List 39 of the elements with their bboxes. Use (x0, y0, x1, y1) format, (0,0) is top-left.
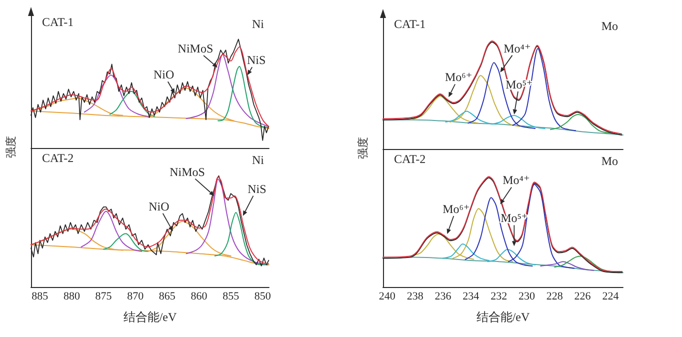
x-tick-label: 234 (462, 290, 480, 302)
annotation: NiO (148, 199, 170, 214)
x-tick-label: 232 (490, 290, 508, 302)
annotation: NiMoS (178, 41, 214, 56)
annotation: Mo⁶⁺ (442, 202, 470, 216)
x-tick-label: 236 (434, 290, 452, 302)
x-tick-label: 880 (63, 290, 80, 302)
x-tick-label: 226 (574, 290, 592, 302)
annotation: Mo⁴⁺ (502, 173, 530, 188)
x-tick-label: 870 (127, 290, 144, 302)
x-tick-label: 855 (222, 290, 240, 302)
x-tick-label: 240 (378, 290, 396, 302)
annotation: Mo⁴⁺ (504, 41, 531, 56)
y-axis-title: 强度 (4, 136, 18, 158)
x-axis-title: 结合能/eV (123, 310, 177, 324)
x-tick-label: 875 (95, 290, 112, 302)
annotation: Mo⁶⁺ (444, 70, 472, 84)
chart-subtitle: Mo (601, 154, 618, 168)
y-axis-title: 强度 (356, 137, 370, 159)
x-tick-label: 224 (602, 290, 620, 302)
annotation: NiO (153, 68, 174, 82)
annotation: NiMoS (170, 164, 205, 179)
chart-subtitle: Mo (601, 19, 618, 33)
chart-title: CAT-1 (394, 17, 426, 31)
x-tick-label: 850 (254, 290, 272, 302)
chart-subtitle: Ni (252, 17, 265, 31)
chart-title: CAT-1 (42, 15, 74, 29)
x-tick-label: 230 (518, 290, 536, 302)
chart-title: CAT-2 (394, 152, 426, 166)
x-tick-label: 238 (406, 290, 424, 302)
x-axis-title: 结合能/eV (476, 310, 530, 324)
annotation: NiS (248, 182, 266, 196)
x-tick-label: 885 (32, 290, 49, 302)
chart-title: CAT-2 (42, 151, 74, 165)
annotation: NiS (247, 53, 266, 68)
x-tick-label: 865 (158, 290, 176, 302)
chart-subtitle: Ni (252, 153, 265, 167)
x-tick-label: 860 (190, 290, 208, 302)
x-tick-label: 228 (546, 290, 564, 302)
